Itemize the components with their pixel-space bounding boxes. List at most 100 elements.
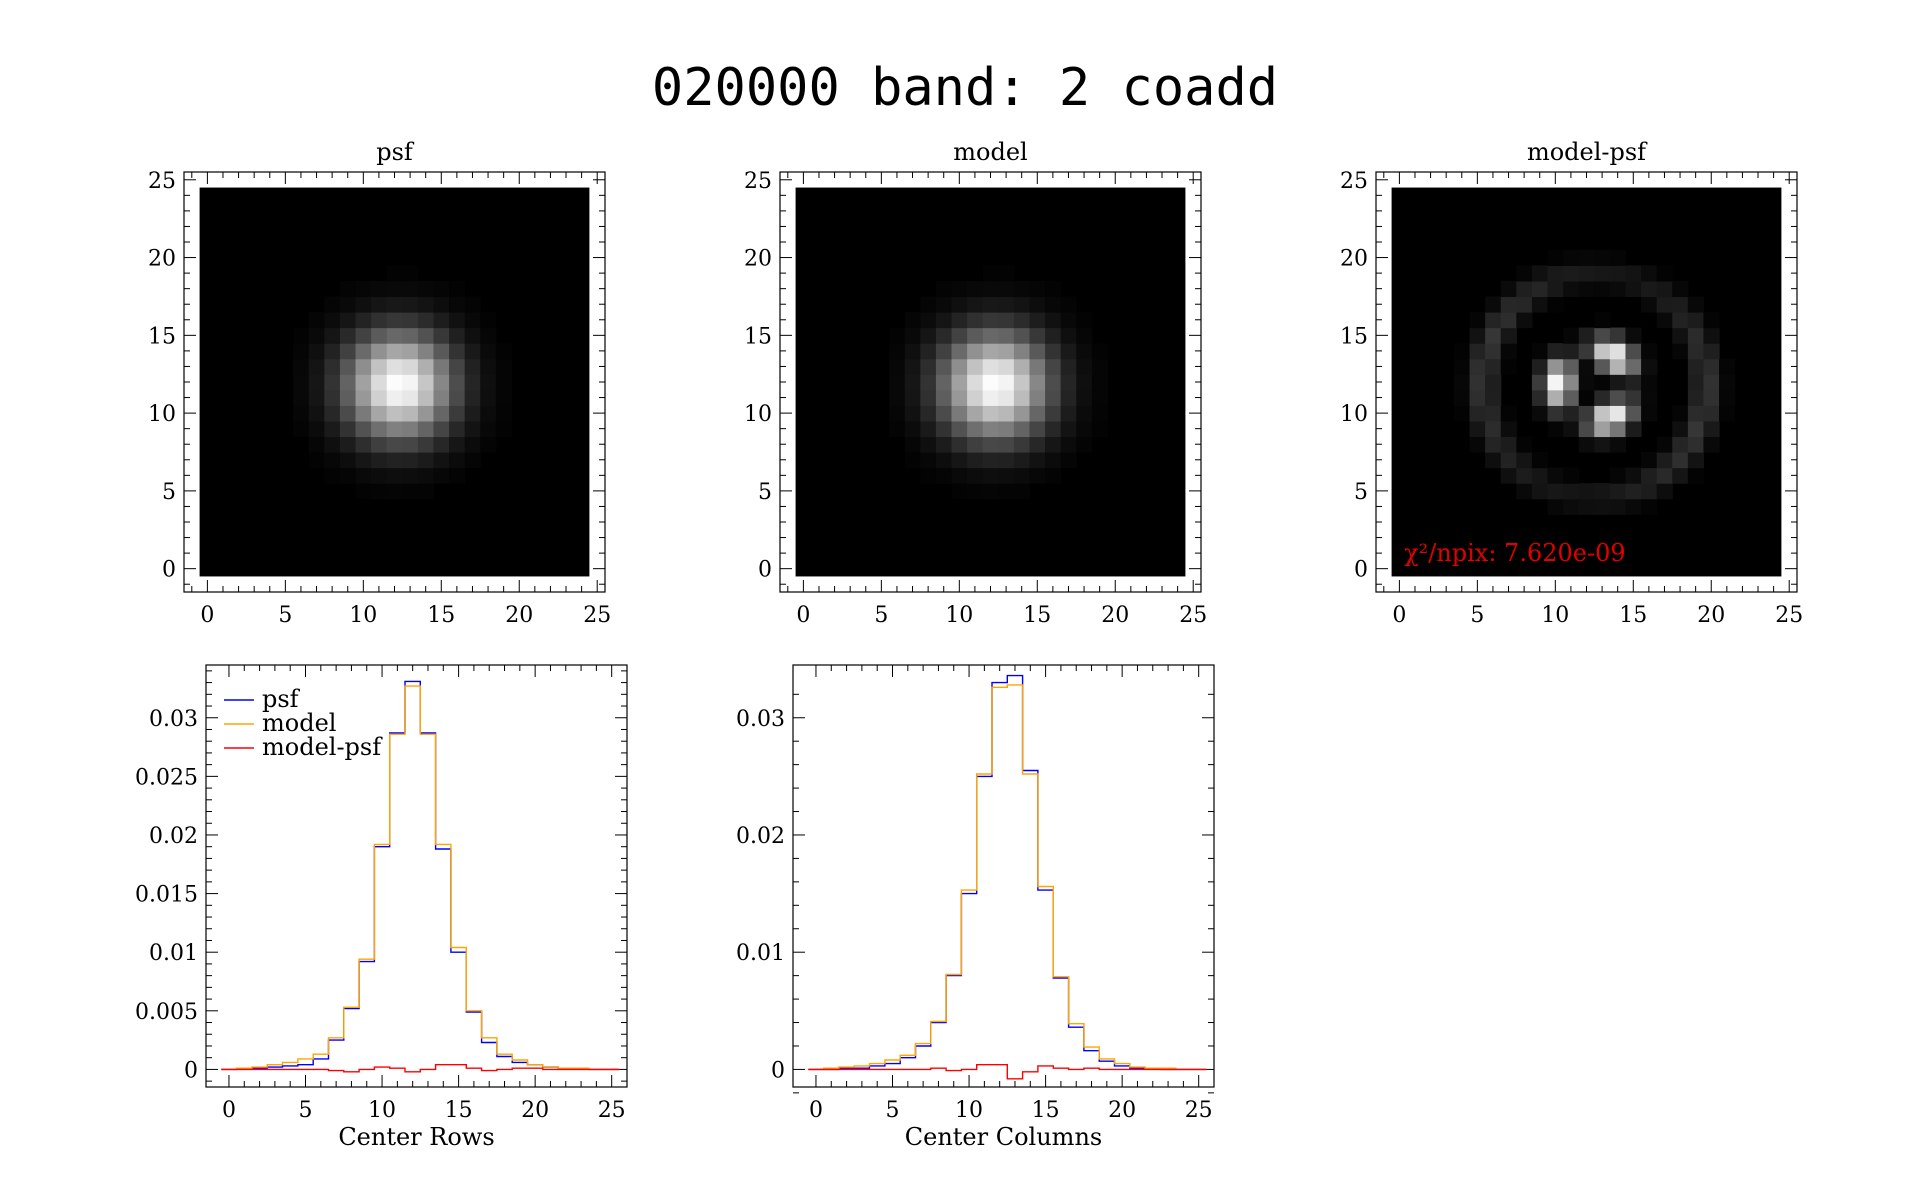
image-pixel: [371, 420, 388, 438]
image-pixel: [1703, 312, 1720, 329]
image-pixel: [1594, 405, 1611, 422]
axes-frame: [792, 664, 1215, 1088]
image-pixel: [935, 296, 953, 313]
image-pixel: [1687, 327, 1705, 344]
image-pixel: [1609, 374, 1627, 391]
panel-title: psf: [376, 138, 415, 166]
image-pixel: [1641, 265, 1658, 282]
image-pixel: [935, 374, 953, 391]
image-pixel: [371, 358, 388, 375]
image-pixel: [1453, 374, 1471, 391]
image-pixel: [1013, 327, 1031, 344]
image-pixel: [1625, 405, 1642, 422]
image-pixel: [982, 420, 999, 438]
image-pixel: [1469, 358, 1486, 375]
image-pixel: [1469, 389, 1486, 406]
image-pixel: [1531, 374, 1549, 391]
legend-label: model: [262, 709, 336, 737]
image-pixel: [967, 452, 984, 469]
image-pixel: [386, 265, 403, 282]
image-pixel: [339, 312, 357, 329]
image-pixel: [1045, 327, 1062, 344]
image-pixel: [1641, 452, 1658, 469]
image-pixel: [1578, 420, 1595, 438]
image-pixel: [1609, 498, 1627, 515]
y-tick-label: 10: [148, 402, 176, 427]
image-pixel: [495, 374, 513, 391]
image-pixel: [1703, 374, 1720, 391]
image-pixel: [417, 467, 435, 484]
image-pixel: [402, 436, 419, 453]
image-pixel: [998, 420, 1015, 438]
image-pixel: [449, 452, 466, 469]
image-pixel: [1625, 265, 1642, 282]
x-tick-label: 20: [505, 603, 533, 628]
image-pixel: [1563, 389, 1580, 406]
image-pixel: [495, 405, 513, 422]
image-pixel: [402, 296, 419, 313]
image-pixel: [324, 358, 341, 375]
y-tick-label: 25: [744, 169, 772, 194]
image-pixel: [1672, 312, 1689, 329]
image-pixel: [417, 296, 435, 313]
image-pixel: [1547, 498, 1564, 515]
image-pixel: [935, 405, 953, 422]
image-pixel: [1060, 343, 1077, 360]
x-tick-label: 15: [427, 603, 455, 628]
image-pixel: [417, 327, 435, 344]
image-pixel: [982, 452, 999, 469]
y-tick-label: 0.025: [135, 765, 198, 790]
image-pixel: [293, 389, 310, 406]
image-pixel: [1076, 420, 1093, 438]
image-pixel: [339, 296, 357, 313]
image-pixel: [1060, 296, 1077, 313]
image-pixel: [1641, 389, 1658, 406]
image-pixel: [889, 343, 906, 360]
image-pixel: [355, 389, 372, 406]
image-pixel: [480, 405, 497, 422]
image-pixel: [998, 280, 1015, 298]
image-pixel: [1594, 327, 1611, 344]
image-pixel: [904, 420, 921, 438]
image-pixel: [417, 280, 435, 298]
image-pixel: [339, 343, 357, 360]
image-pixel: [904, 452, 921, 469]
image-pixel: [1703, 405, 1720, 422]
image-pixel: [1672, 420, 1689, 438]
image-pixel: [1453, 405, 1471, 422]
y-tick-label: 0: [162, 558, 176, 583]
x-axis-label: Center Columns: [905, 1123, 1102, 1151]
image-pixel: [386, 483, 403, 500]
x-tick-label: 20: [1101, 603, 1129, 628]
image-pixel: [386, 389, 403, 406]
y-tick-label: 0.01: [736, 941, 785, 966]
image-pixel: [1485, 312, 1502, 329]
image-pixel: [308, 327, 325, 344]
image-pixel: [1013, 296, 1031, 313]
image-pixel: [386, 467, 403, 484]
image-pixel: [308, 312, 325, 329]
image-pixel: [464, 312, 481, 329]
image-pixel: [1703, 436, 1720, 453]
y-tick-label: 0: [758, 558, 772, 583]
image-pixel: [308, 452, 325, 469]
image-pixel: [1656, 483, 1673, 500]
image-pixel: [339, 467, 357, 484]
image-pixel: [464, 327, 481, 344]
image-pixel: [1594, 389, 1611, 406]
image-pixel: [1687, 374, 1705, 391]
image-pixel: [1516, 467, 1533, 484]
image-pixel: [371, 280, 388, 298]
image-pixel: [324, 467, 341, 484]
y-tick-label: 5: [758, 480, 772, 505]
image-pixel: [1594, 483, 1611, 500]
image-pixel: [1091, 389, 1109, 406]
image-pixel: [1500, 343, 1517, 360]
y-tick-label: 0.015: [135, 883, 198, 908]
image-pixel: [1029, 467, 1046, 484]
image-pixel: [1687, 420, 1705, 438]
image-pixel: [935, 358, 953, 375]
image-pixel: [1516, 436, 1533, 453]
image-pixel: [1687, 312, 1705, 329]
